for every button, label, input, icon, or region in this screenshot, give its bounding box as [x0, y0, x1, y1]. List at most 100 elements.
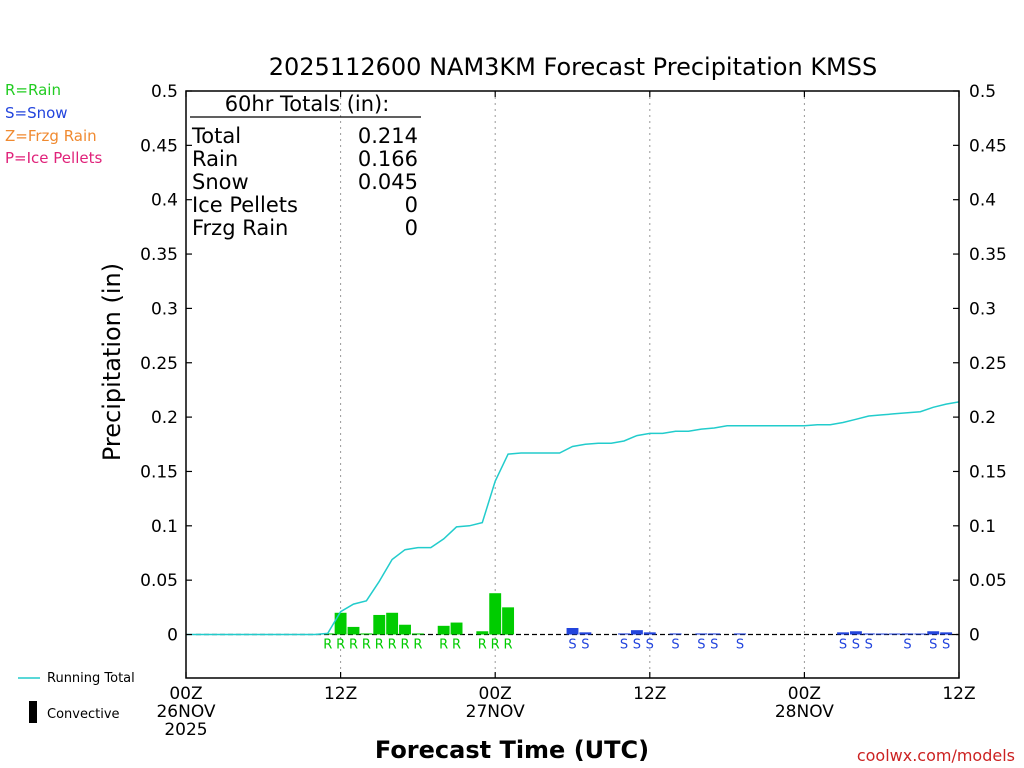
snow-bar	[630, 630, 643, 635]
y-axis-label: Precipitation (in)	[98, 263, 126, 461]
legend-ice-pellets: P=Ice Pellets	[5, 149, 102, 167]
totals-header: 60hr Totals (in):	[225, 92, 390, 116]
precip-type-letter: S	[903, 638, 911, 653]
y-tick-label-left: 0.2	[151, 408, 178, 428]
precip-type-letter: R	[400, 638, 409, 653]
totals-box: 60hr Totals (in): Total 0.214 Rain 0.166 Sno…	[190, 92, 421, 240]
rain-bar	[502, 607, 515, 635]
precip-type-letter: S	[710, 638, 718, 653]
rain-bar	[476, 631, 489, 635]
precip-type-letter: S	[620, 638, 628, 653]
snow-bar	[927, 631, 940, 635]
legend-snow: S=Snow	[5, 104, 68, 122]
snow-bar	[875, 633, 888, 635]
precip-type-letter: S	[736, 638, 744, 653]
y-tick-label-left: 0.25	[140, 354, 178, 374]
series-legend: Running Total Convective	[18, 671, 135, 723]
precip-type-letter: R	[349, 638, 358, 653]
plot-frame	[185, 90, 960, 679]
snow-bar	[901, 633, 914, 635]
rain-bar	[489, 593, 502, 635]
y-axis-right: 0 0.05 0.1 0.15 0.2 0.25 0.3 0.35 0.4 0.45 0.5	[953, 82, 1007, 646]
precip-type-letter: S	[697, 638, 705, 653]
precip-type-letter: S	[839, 638, 847, 653]
x-tick-label: 00Z	[479, 684, 512, 704]
snow-bar	[643, 632, 656, 635]
precip-type-letter: S	[865, 638, 873, 653]
y-tick-label-right: 0.4	[969, 191, 996, 211]
x-tick-label: 2025	[164, 720, 207, 740]
totals-value: 0	[405, 216, 418, 240]
precip-type-letter: R	[439, 638, 448, 653]
y-tick-label-right: 0.45	[969, 136, 1007, 156]
y-tick-label-right: 0.5	[969, 82, 996, 102]
precip-type-letter: S	[568, 638, 576, 653]
totals-label: Frzg Rain	[192, 216, 288, 240]
precip-type-letter: R	[375, 638, 384, 653]
precip-bars	[321, 593, 953, 635]
x-tick-label: 12Z	[942, 684, 975, 704]
y-tick-label-right: 0.3	[969, 299, 996, 319]
y-tick-label-right: 0	[969, 626, 980, 646]
y-tick-label-right: 0.35	[969, 245, 1007, 265]
y-tick-label-right: 0.25	[969, 354, 1007, 374]
snow-bar	[914, 633, 927, 635]
precip-type-letter: S	[942, 638, 950, 653]
x-tick-label: 12Z	[324, 684, 357, 704]
rain-bar	[347, 626, 360, 635]
totals-label: Total	[191, 124, 241, 148]
y-tick-label-left: 0.35	[140, 245, 178, 265]
totals-label: Snow	[192, 170, 249, 194]
rain-bar	[437, 625, 450, 635]
precip-type-letter: S	[671, 638, 679, 653]
precip-type-letter: R	[336, 638, 345, 653]
precip-type-letter: R	[323, 638, 332, 653]
legend-frzg-rain: Z=Frzg Rain	[5, 127, 97, 145]
snow-bar	[708, 633, 721, 635]
x-tick-label: 00Z	[169, 684, 202, 704]
snow-bar	[566, 627, 579, 635]
y-tick-label-left: 0.05	[140, 571, 178, 591]
precip-type-letter: R	[413, 638, 422, 653]
site-credit: coolwx.com/models	[857, 746, 1015, 765]
precip-type-letter: R	[362, 638, 371, 653]
snow-bar	[849, 631, 862, 635]
y-axis-left: 0 0.05 0.1 0.15 0.2 0.25 0.3 0.35 0.4 0.45 0.5	[140, 82, 192, 646]
precip-type-letter: R	[491, 638, 500, 653]
x-tick-label: 12Z	[633, 684, 666, 704]
totals-value: 0	[405, 193, 418, 217]
y-tick-label-left: 0.5	[151, 82, 178, 102]
snow-bar	[862, 633, 875, 635]
rain-bar	[373, 614, 386, 635]
precip-type-letter: S	[929, 638, 937, 653]
precip-type-letter: S	[646, 638, 654, 653]
x-tick-label: 27NOV	[466, 702, 525, 722]
y-tick-label-right: 0.2	[969, 408, 996, 428]
running-total-legend-label: Running Total	[47, 671, 135, 686]
precip-type-letter: S	[581, 638, 589, 653]
precip-type-legend: R=Rain S=Snow Z=Frzg Rain P=Ice Pellets	[5, 81, 102, 167]
snow-bar	[734, 633, 746, 635]
y-tick-label-left: 0.15	[140, 462, 178, 482]
y-tick-label-right: 0.05	[969, 571, 1007, 591]
y-tick-label-left: 0	[167, 626, 178, 646]
snow-bar	[695, 633, 708, 635]
precip-type-letter: S	[852, 638, 860, 653]
convective-swatch	[29, 701, 37, 723]
running-total-series	[186, 401, 960, 636]
totals-value: 0.045	[358, 170, 418, 194]
convective-legend-label: Convective	[47, 707, 120, 722]
rain-bar	[386, 612, 399, 635]
totals-label: Rain	[192, 147, 238, 171]
snow-bar	[888, 633, 901, 635]
y-tick-label-right: 0.15	[969, 462, 1007, 482]
rain-bar	[334, 612, 347, 635]
precip-type-letter: R	[478, 638, 487, 653]
rain-bar	[399, 624, 411, 635]
chart-title: 2025112600 NAM3KM Forecast Precipitation…	[269, 53, 877, 81]
precip-type-letter: R	[452, 638, 461, 653]
precip-type-letter: R	[504, 638, 513, 653]
y-tick-label-left: 0.1	[151, 517, 178, 537]
